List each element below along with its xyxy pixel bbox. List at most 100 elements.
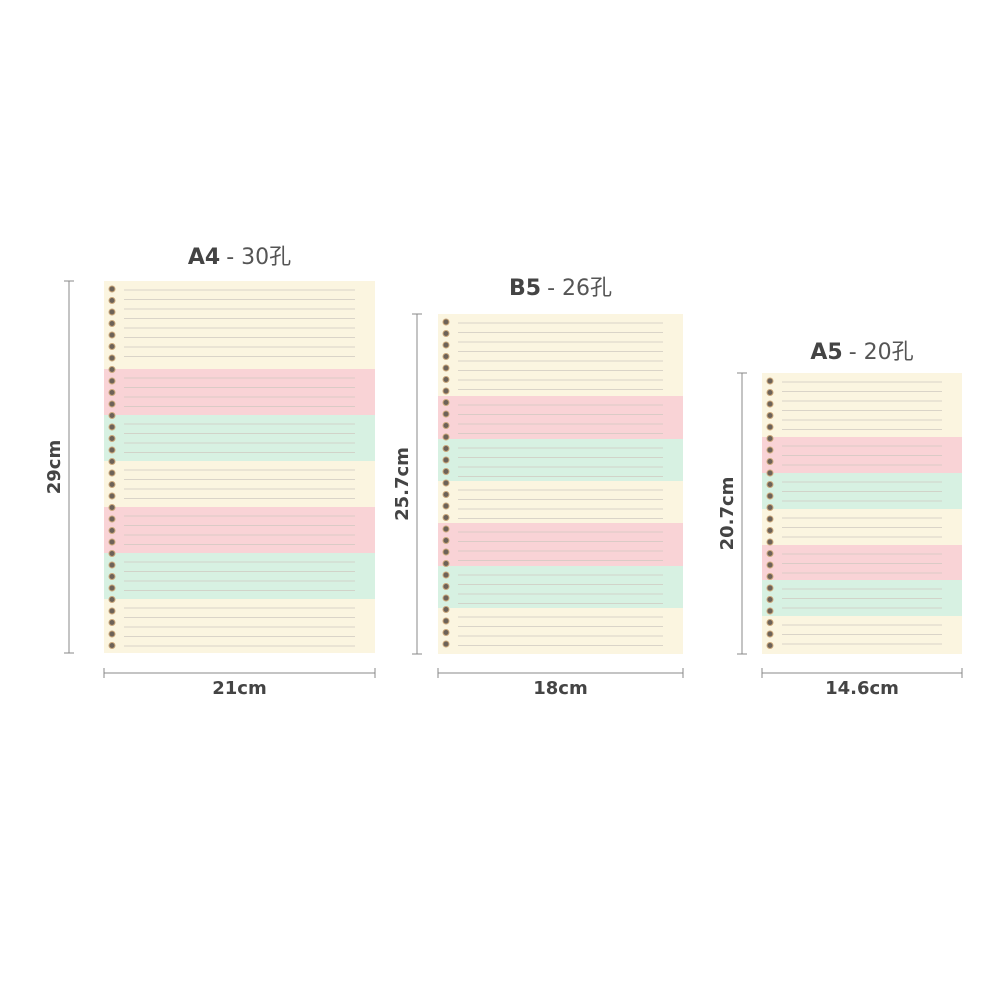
- punch-hole: [108, 389, 116, 396]
- punch-hole: [766, 573, 774, 580]
- punch-hole: [108, 527, 116, 534]
- punch-hole: [108, 469, 116, 477]
- punch-hole: [108, 377, 116, 385]
- punch-hole: [442, 617, 450, 625]
- punch-hole: [766, 538, 774, 546]
- punch-hole: [766, 423, 774, 431]
- hole-count: - 20孔: [849, 340, 914, 365]
- paper-band: [438, 566, 683, 608]
- punch-hole: [766, 400, 774, 408]
- punch-hole: [766, 561, 774, 569]
- size-name: B5: [509, 276, 541, 301]
- punch-hole: [108, 400, 116, 408]
- punch-hole: [442, 387, 450, 395]
- paper-band: [438, 439, 683, 481]
- punch-hole: [108, 538, 116, 546]
- punch-hole: [108, 619, 116, 626]
- punch-hole: [108, 435, 116, 442]
- punch-hole: [766, 584, 774, 592]
- punch-hole: [108, 458, 116, 465]
- punch-hole: [766, 619, 774, 626]
- punch-hole: [766, 469, 774, 477]
- paper-band: [438, 396, 683, 439]
- punch-hole: [766, 550, 774, 557]
- punch-hole: [108, 492, 116, 500]
- punch-hole: [766, 481, 774, 488]
- paper-band: [104, 415, 375, 461]
- punch-hole: [442, 353, 450, 360]
- paper-band: [104, 369, 375, 415]
- paper-band: [104, 599, 375, 653]
- punch-hole: [108, 561, 116, 569]
- paper-band: [762, 616, 962, 654]
- punch-hole: [108, 320, 116, 327]
- punch-hole: [766, 596, 774, 603]
- punch-hole: [108, 630, 116, 638]
- punch-hole: [766, 504, 774, 511]
- punch-hole: [766, 458, 774, 465]
- punch-hole: [442, 525, 450, 533]
- punch-hole: [442, 399, 450, 406]
- paper-band: [762, 473, 962, 509]
- punch-hole: [442, 422, 450, 429]
- width-label: 21cm: [212, 678, 266, 699]
- punch-hole: [442, 491, 450, 498]
- punch-hole: [766, 389, 774, 396]
- punch-hole: [442, 537, 450, 544]
- paper-band: [762, 545, 962, 580]
- punch-hole: [442, 606, 450, 613]
- height-label: 25.7cm: [392, 447, 413, 521]
- punch-hole: [766, 446, 774, 454]
- size-title: A4- 30孔: [188, 245, 291, 270]
- punch-hole: [442, 410, 450, 418]
- punch-hole: [766, 515, 774, 523]
- punch-hole: [442, 445, 450, 452]
- punch-hole: [442, 514, 450, 521]
- punch-hole: [108, 308, 116, 316]
- punch-hole: [442, 571, 450, 579]
- punch-hole: [766, 492, 774, 500]
- punch-hole: [442, 548, 450, 556]
- paper-band: [438, 314, 683, 396]
- punch-hole: [442, 560, 450, 567]
- punch-hole: [108, 366, 116, 373]
- paper-band: [438, 481, 683, 523]
- size-name: A5: [810, 340, 842, 365]
- hole-count: - 26孔: [547, 276, 612, 301]
- punch-hole: [766, 607, 774, 615]
- size-title: A5 - 20孔: [810, 340, 913, 365]
- hole-count: - 30孔: [226, 245, 291, 270]
- height-label: 20.7cm: [717, 477, 738, 551]
- height-label: 29cm: [44, 440, 65, 494]
- punch-hole: [766, 377, 774, 385]
- punch-hole: [442, 479, 450, 487]
- paper-band: [762, 509, 962, 545]
- punch-hole: [442, 629, 450, 636]
- punch-hole: [108, 285, 116, 293]
- punch-hole: [442, 318, 450, 326]
- width-label: 18cm: [533, 678, 587, 699]
- paper-band: [438, 608, 683, 654]
- width-label: 14.6cm: [825, 678, 899, 699]
- punch-hole: [442, 640, 450, 648]
- paper-band: [762, 580, 962, 616]
- punch-hole: [108, 584, 116, 592]
- punch-hole: [108, 504, 116, 511]
- punch-hole: [108, 297, 116, 304]
- punch-hole: [766, 412, 774, 419]
- punch-hole: [108, 515, 116, 523]
- punch-hole: [108, 423, 116, 431]
- punch-hole: [442, 456, 450, 464]
- punch-hole: [766, 642, 774, 649]
- punch-hole: [108, 343, 116, 350]
- punch-hole: [766, 527, 774, 534]
- punch-hole: [442, 433, 450, 441]
- punch-hole: [442, 594, 450, 602]
- punch-hole: [108, 412, 116, 419]
- punch-hole: [766, 435, 774, 442]
- punch-hole: [108, 573, 116, 580]
- punch-hole: [442, 364, 450, 372]
- punch-hole: [108, 331, 116, 339]
- punch-hole: [442, 330, 450, 337]
